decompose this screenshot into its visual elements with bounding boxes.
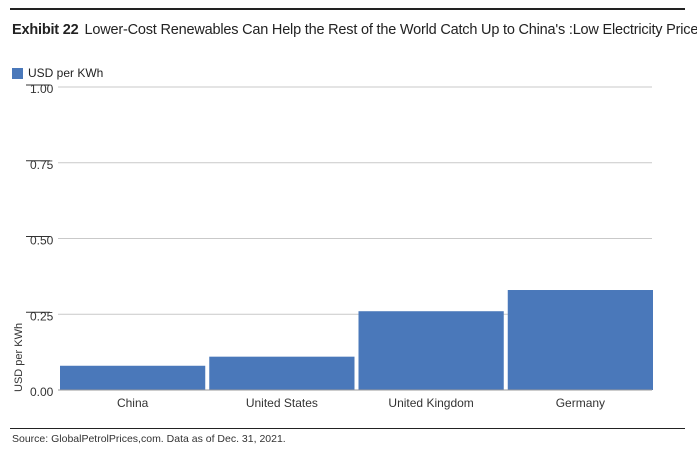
top-rule xyxy=(10,8,685,10)
y-axis-label: USD per KWh xyxy=(13,323,25,392)
title-text: Lower-Cost Renewables Can Help the Rest … xyxy=(84,22,697,38)
x-tick-label: Germany xyxy=(556,396,605,410)
y-tick-label: 0.25 xyxy=(30,309,54,323)
x-tick-label: United States xyxy=(246,396,318,410)
bar xyxy=(60,365,206,390)
y-tick-label: 0.50 xyxy=(30,234,54,248)
y-tick-label: 1.00 xyxy=(30,82,54,96)
bar xyxy=(209,356,355,390)
legend: USD per KWh xyxy=(12,66,103,80)
bottom-rule xyxy=(10,428,685,429)
bar xyxy=(507,290,653,390)
chart-title: Exhibit 22 Lower-Cost Renewables Can Help… xyxy=(12,22,697,38)
exhibit-label: Exhibit 22 xyxy=(12,22,79,38)
y-tick-label: 0.75 xyxy=(30,158,54,172)
source-note: Source: GlobalPetrolPrices,com. Data as … xyxy=(12,433,286,445)
x-tick-label: China xyxy=(117,396,149,410)
bar xyxy=(358,311,504,390)
y-tick-label: 0.00 xyxy=(30,385,54,399)
legend-swatch xyxy=(12,67,23,79)
legend-label: USD per KWh xyxy=(28,66,104,80)
x-tick-label: United Kingdom xyxy=(388,396,473,410)
